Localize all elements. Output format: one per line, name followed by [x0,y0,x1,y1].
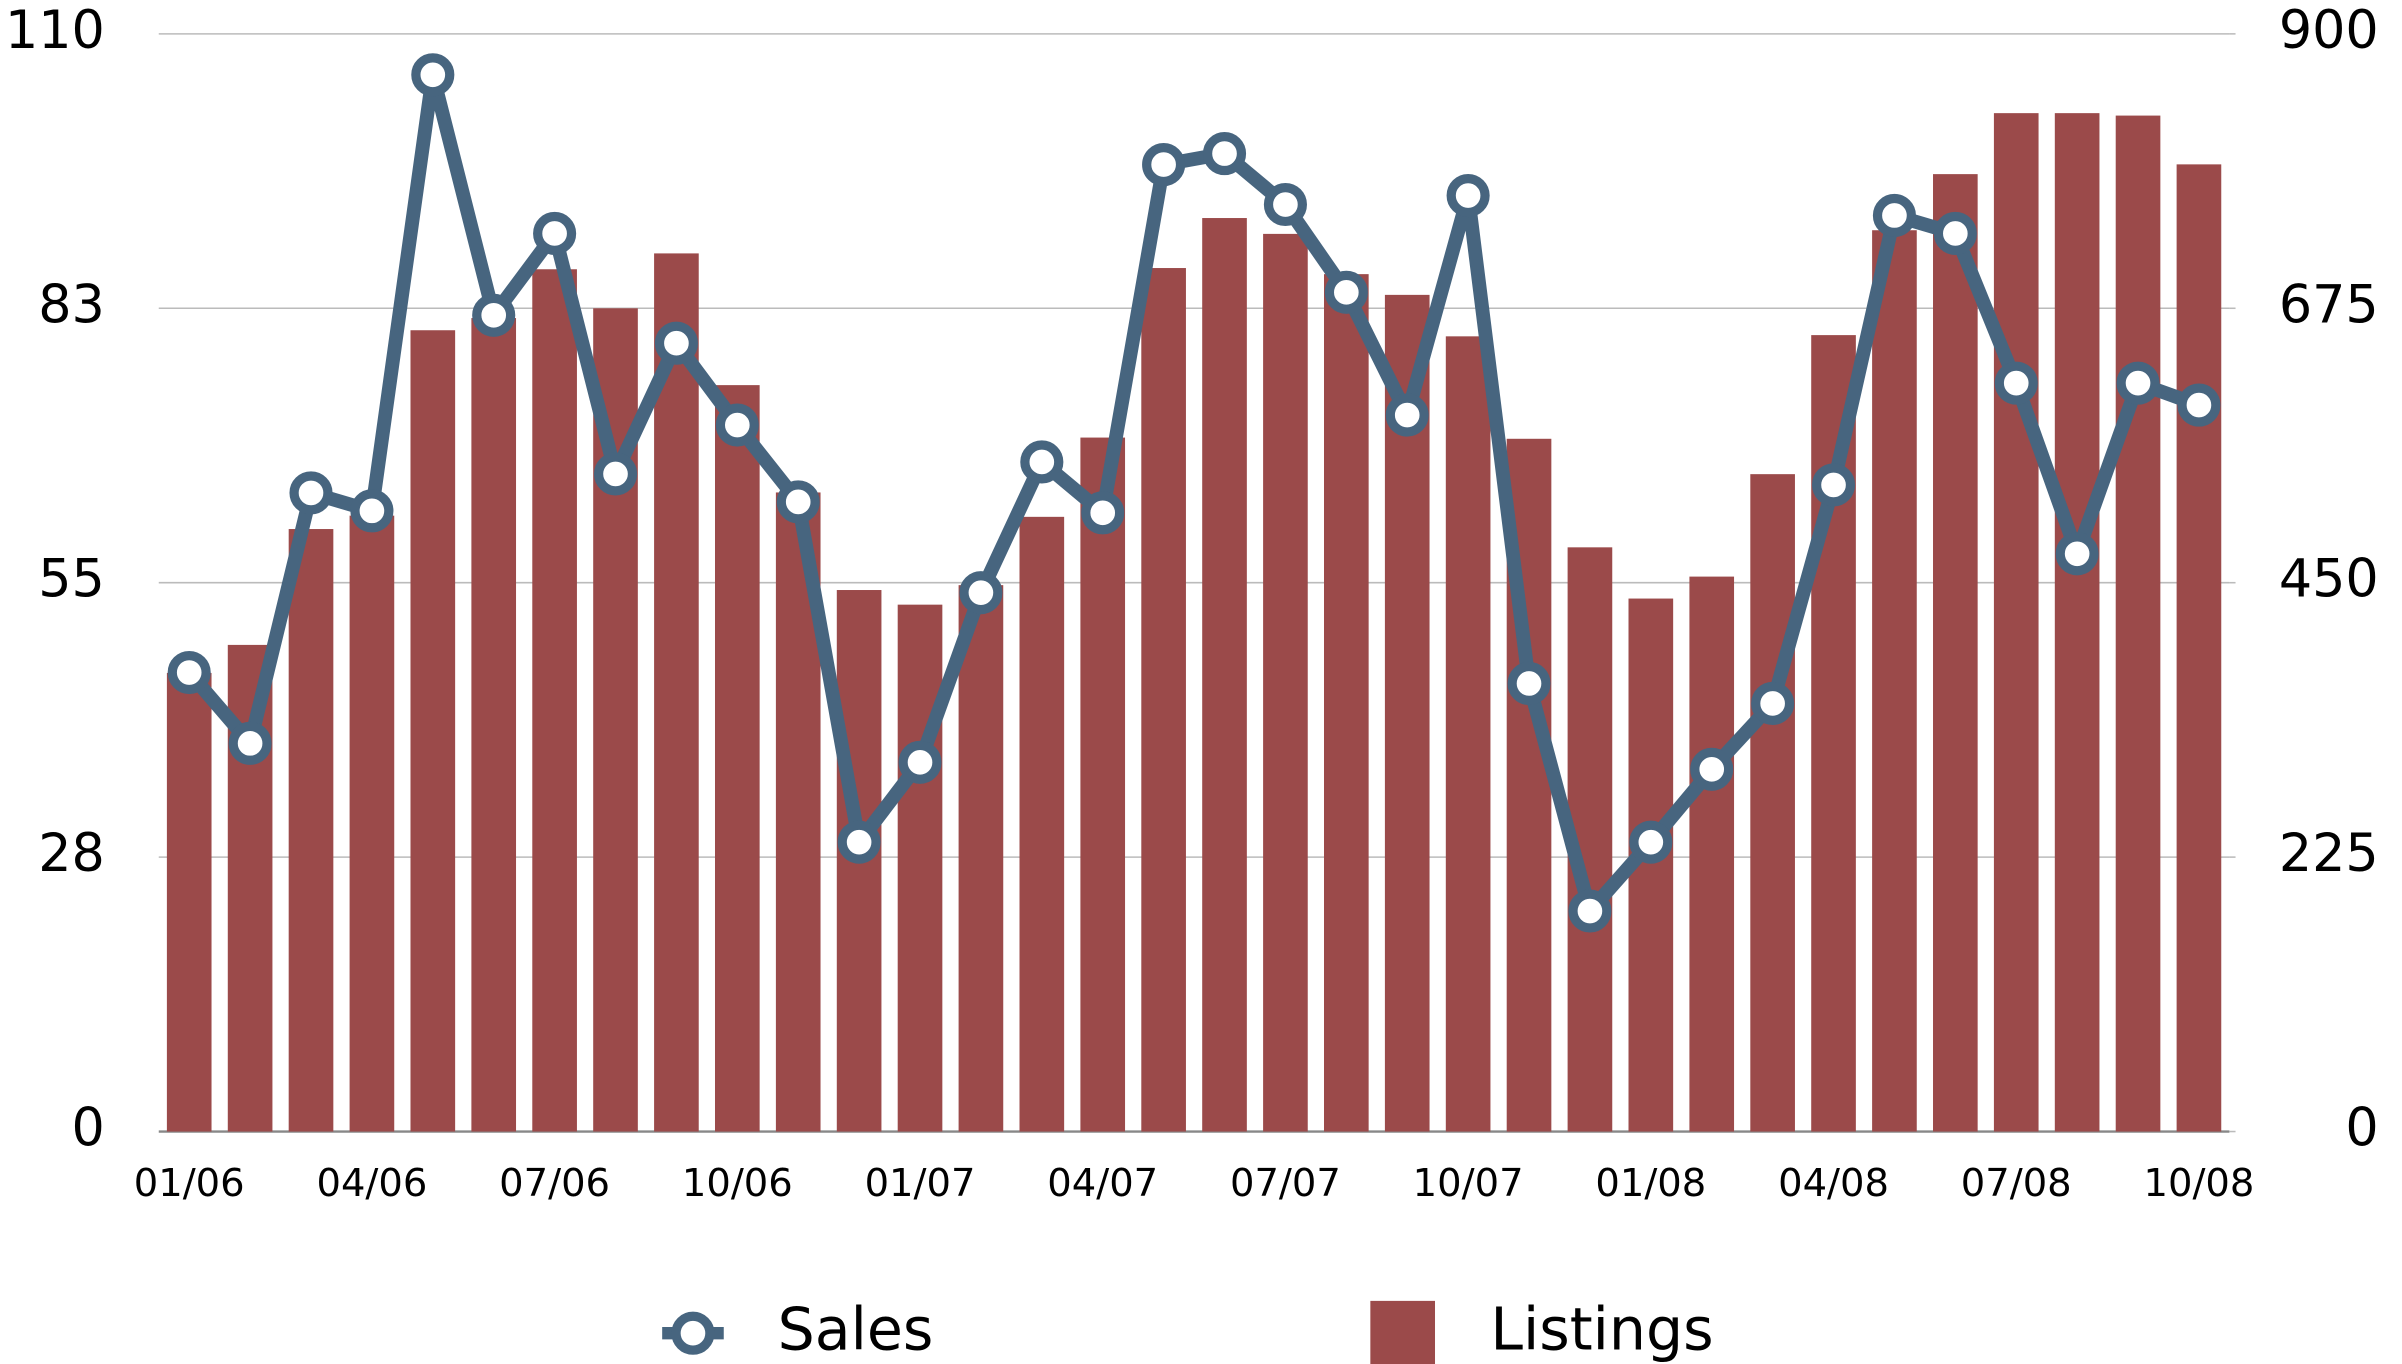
point [1629,820,1673,864]
x-tick-label: 07/07 [1230,1161,1341,1206]
x-tick-label: 01/06 [134,1161,245,1206]
legend-marker [671,1311,715,1355]
point [2177,383,2221,427]
bar [410,330,456,1132]
bar [288,529,334,1132]
point [1751,681,1795,725]
bar [532,269,577,1132]
y-tick-label: 28 [38,823,105,884]
x-tick-label: 04/06 [316,1161,427,1206]
bar [471,318,517,1132]
bar [897,604,943,1132]
y-tick-label: 0 [72,1098,105,1159]
bar [1933,174,1978,1132]
point [1081,491,1125,535]
bar [1872,230,1917,1132]
point [1507,661,1551,706]
bar [1750,474,1795,1132]
point [1385,393,1429,437]
y2-tick-label: 675 [2279,274,2379,335]
point [2055,532,2099,576]
point [1994,361,2038,405]
point [1811,463,1856,507]
point [1690,747,1734,791]
bar [1993,113,2039,1132]
bar [1080,437,1126,1132]
point [715,403,759,447]
y2-tick-label: 900 [2279,0,2379,61]
bar [2054,113,2100,1132]
point [776,480,820,524]
bar [1141,268,1186,1132]
bar [349,515,395,1132]
point [654,321,698,365]
x-tick-label: 01/08 [1595,1161,1706,1206]
bar [958,585,1004,1132]
legend-label: Listings [1490,1295,1713,1363]
x-tick-label: 07/08 [1961,1161,2072,1206]
y-tick-label: 55 [38,549,105,610]
legend-swatch [1370,1300,1436,1364]
point [289,471,333,515]
y-tick-label: 83 [38,274,105,335]
bar [1324,274,1369,1132]
bar [1689,576,1735,1132]
bar [2176,164,2222,1132]
line [183,67,2202,918]
point [228,721,272,765]
point [1263,182,1307,227]
bar [2115,115,2161,1132]
point [1020,440,1064,484]
bar [1445,336,1491,1132]
x-tick-label: 01/07 [865,1161,976,1206]
bar [1202,218,1247,1132]
bar [1019,516,1065,1132]
point [1568,889,1612,933]
x-tick-label: 10/07 [1413,1161,1524,1206]
point [1446,173,1490,218]
x-tick-label: 04/08 [1778,1161,1889,1206]
y2-tick-label: 225 [2279,823,2379,884]
point [1933,211,1977,255]
point [898,740,942,784]
bar [1263,233,1308,1132]
bar [166,672,212,1132]
bar [654,253,699,1132]
point [1324,270,1368,314]
point [959,571,1003,615]
point [1872,193,1916,238]
x-tick-label: 07/06 [499,1161,610,1206]
point [472,293,516,337]
y2-tick-label: 450 [2279,549,2379,610]
point [350,489,394,533]
legend-label: Sales [778,1295,934,1363]
point [1202,132,1247,176]
point [2116,361,2160,405]
point [167,650,211,695]
point [1142,143,1186,187]
x-tick-label: 04/07 [1047,1161,1158,1206]
x-tick-label: 10/08 [2144,1161,2255,1206]
y2-tick-label: 0 [2345,1098,2378,1159]
y-tick-label: 110 [5,0,105,61]
bar [714,385,760,1132]
x-tick-label: 10/06 [682,1161,793,1206]
point [593,452,638,496]
point [837,820,881,864]
point [411,53,455,97]
point [533,211,577,255]
